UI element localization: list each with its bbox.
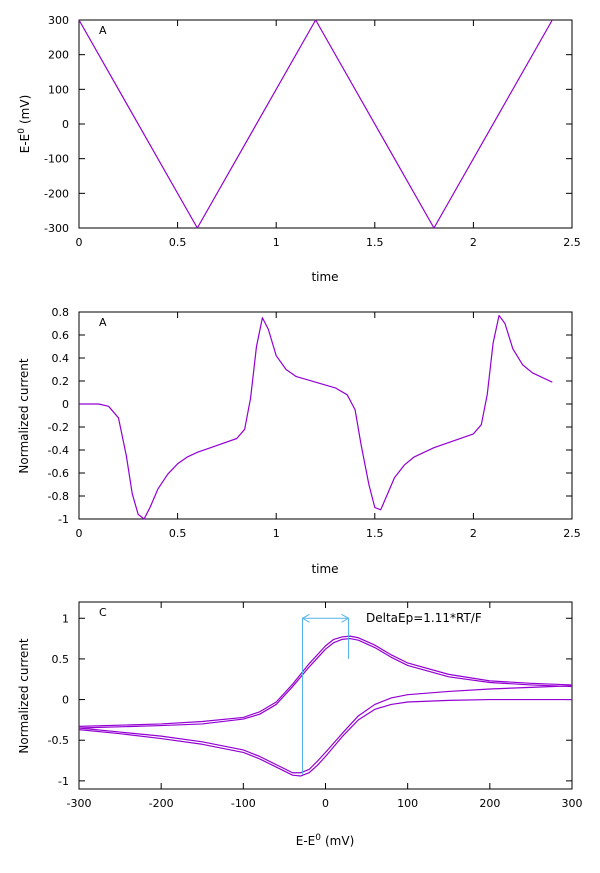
series-line-4 [78,698,572,777]
x-tick-label: 0 [76,527,83,540]
potential-vs-time-plot: 0 0.5 1 1.5 2 2.5 -300 -200 -100 0 100 200 300 A tim… [17,14,581,284]
x-axis-label-main: E-E [296,834,316,848]
x-tick-label: 1 [273,527,280,540]
panel-label: C [99,606,107,619]
y-tick-label: -1 [58,775,69,788]
cyclic-voltammogram-plot: -300 -200 -100 0 100 200 300 -1 -0.5 0 0.5 1 C Delt… [17,601,583,848]
plot-frame [78,311,573,520]
annotation-arrow-head-right [341,613,350,623]
panel-label: A [99,24,107,37]
x-tick-label: 0.5 [169,236,187,249]
y-axis-label-superscript: 0 [17,128,27,134]
x-tick-label: 1 [273,236,280,249]
y-tick-label: -1 [58,513,69,526]
y-tick-label: 100 [48,83,69,96]
y-tick-label: -0.8 [48,490,69,503]
current-vs-time-plot: 0 0.5 1 1.5 2 2.5 -1 -0.8 -0.6 -0.4 -0.2 0 0.2 0.4 0.6… [17,306,581,576]
x-axis-label: E-E0 (mV) [296,833,355,848]
y-tick-label: -100 [44,153,69,166]
y-tick-label: -0.4 [48,444,69,457]
y-tick-label: 0 [62,694,69,707]
plot-frame [78,601,573,790]
y-tick-label: 0 [62,398,69,411]
x-tick-label: 300 [562,797,583,810]
x-tick-label: 0 [76,236,83,249]
y-tick-label: -0.6 [48,467,69,480]
y-tick-label: 0.6 [52,329,70,342]
y-tick-label: -0.5 [48,734,69,747]
x-tick-label: 2.5 [563,527,581,540]
y-tick-label: -200 [44,187,69,200]
y-axis-label-unit: (mV) [18,95,32,124]
x-tick-label: 100 [397,797,418,810]
plot-ticks: 0 0.5 1 1.5 2 2.5 -1 -0.8 -0.6 -0.4 -0.2 0 0.2 0.4 0.6… [48,306,581,540]
x-tick-label: 2 [470,527,477,540]
series-line-3 [78,685,573,774]
y-tick-label: 0.8 [52,306,70,319]
delta-ep-annotation [301,613,350,775]
x-tick-label: -300 [67,797,92,810]
series-line-1 [78,637,573,729]
y-tick-label: 0.2 [52,375,70,388]
y-tick-label: 0.5 [52,653,70,666]
y-tick-label: -300 [44,222,69,235]
x-tick-label: 1.5 [366,236,384,249]
x-tick-label: -100 [231,797,256,810]
x-tick-label: -200 [149,797,174,810]
series-line-1 [78,19,553,229]
plot-ticks: -300 -200 -100 0 100 200 300 -1 -0.5 0 0.5 1 [48,602,583,810]
plot-ticks: 0 0.5 1 1.5 2 2.5 -300 -200 -100 0 100 200 300 [44,14,581,249]
x-axis-label: time [311,270,338,284]
series-line-1 [79,314,553,520]
x-tick-label: 1.5 [366,527,384,540]
x-axis-label-unit: (mV) [325,834,354,848]
x-tick-label: 0.5 [169,527,187,540]
y-tick-label: 0.4 [52,352,70,365]
y-tick-label: -0.2 [48,421,69,434]
x-tick-label: 2 [470,236,477,249]
x-tick-label: 200 [479,797,500,810]
y-axis-label-main: E-E [18,134,32,154]
plot-series [79,314,553,520]
y-axis-label: Normalized current [17,358,31,473]
panel-label: A [99,316,107,329]
x-tick-label: 2.5 [563,236,581,249]
annotation-arrow-head-left [301,613,310,623]
y-tick-label: 300 [48,14,69,27]
x-axis-label-superscript: 0 [315,833,321,843]
y-tick-label: 1 [62,612,69,625]
series-line-2 [78,635,573,727]
plot-frame [78,19,573,229]
x-axis-label: time [311,562,338,576]
y-axis-label: E-E0 (mV) [17,95,32,154]
y-axis-label: Normalized current [17,638,31,753]
y-tick-label: 0 [62,118,69,131]
annotation-text: DeltaEp=1.11*RT/F [366,611,482,625]
y-tick-label: 200 [48,49,69,62]
plot-series [78,635,573,777]
x-tick-label: 0 [322,797,329,810]
plot-series [78,19,553,229]
